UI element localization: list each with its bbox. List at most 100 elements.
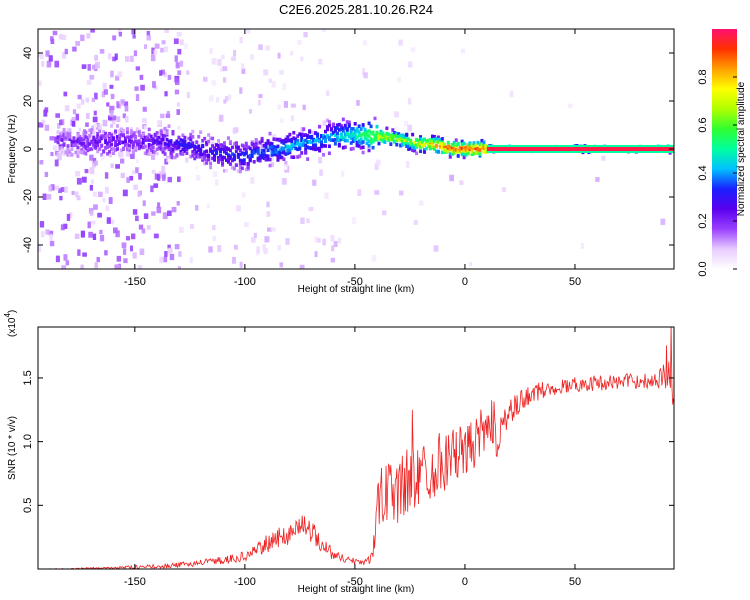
heatmap-cell — [369, 139, 373, 143]
heatmap-cell — [156, 206, 162, 214]
heatmap-cell — [426, 141, 430, 145]
heatmap-cell — [310, 140, 314, 145]
heatmap-cell — [343, 126, 347, 130]
heatmap-cell — [209, 147, 213, 152]
heatmap-cell — [250, 149, 254, 153]
heatmap-cell — [80, 264, 84, 269]
heatmap-cell — [270, 142, 274, 146]
heatmap-cell — [167, 158, 171, 162]
heatmap-cell — [322, 143, 326, 148]
heatmap-cell — [296, 147, 300, 152]
heatmap-cell — [327, 137, 331, 142]
heatmap-cell — [96, 140, 100, 144]
heatmap-cell — [407, 142, 411, 147]
heatmap-cell — [337, 128, 341, 132]
heatmap-cell — [343, 138, 347, 143]
heatmap-cell — [142, 106, 147, 112]
heatmap-cell — [482, 150, 486, 154]
heatmap-cell — [434, 136, 438, 141]
heatmap-cell — [56, 151, 60, 156]
heatmap-cell — [88, 142, 92, 146]
heatmap-cell — [96, 143, 100, 148]
heatmap-cell — [411, 148, 415, 153]
heatmap-cell — [131, 145, 135, 150]
heatmap-cell — [377, 141, 381, 146]
heatmap-cell — [84, 144, 88, 149]
heatmap-cell — [68, 153, 72, 157]
heatmap-cell — [226, 160, 230, 164]
heatmap-cell — [151, 211, 156, 216]
colorbar-ticks: 0.0 0.2 0.4 0.6 0.8 — [697, 69, 737, 277]
heatmap-cell — [145, 135, 149, 140]
heatmap-cell — [134, 86, 139, 91]
heatmap-cell — [135, 66, 141, 71]
heatmap-cell — [92, 135, 96, 140]
heatmap-cell — [165, 129, 169, 133]
heatmap-cell — [324, 192, 329, 200]
heatmap-cell — [252, 144, 256, 149]
colorbar-tick-label: 0.6 — [697, 117, 709, 132]
heatmap-cell — [306, 135, 310, 140]
heatmap-cell — [119, 133, 123, 137]
heatmap-cell — [476, 147, 480, 152]
heatmap-cell — [318, 156, 323, 164]
heatmap-cell — [137, 142, 141, 147]
heatmap-cell — [234, 149, 238, 153]
heatmap-cell — [238, 165, 242, 170]
heatmap-cell — [256, 146, 260, 151]
heatmap-cell — [460, 142, 464, 147]
heatmap-cell — [426, 144, 430, 149]
heatmap-cell — [104, 145, 108, 150]
heatmap-cell — [472, 141, 476, 145]
heatmap-cell — [76, 133, 80, 137]
heatmap-cell — [99, 234, 105, 242]
heatmap-cell — [359, 145, 363, 150]
heatmap-cell — [99, 49, 105, 54]
heatmap-cell — [169, 253, 175, 261]
heatmap-cell — [153, 49, 158, 55]
heatmap-cell — [93, 204, 98, 210]
heatmap-cell — [159, 131, 163, 136]
heatmap-cell — [48, 55, 53, 62]
heatmap-cell — [351, 127, 355, 131]
heatmap-cell — [50, 151, 54, 157]
heatmap-cell — [282, 157, 286, 161]
heatmap-cell — [417, 143, 421, 147]
heatmap-cell — [114, 264, 119, 269]
heatmap-cell — [125, 151, 129, 156]
heatmap-cell — [122, 189, 128, 197]
heatmap-cell — [164, 251, 168, 257]
heatmap-cell — [460, 48, 466, 54]
heatmap-cell — [385, 126, 389, 131]
heatmap-cell — [399, 143, 403, 148]
heatmap-cell — [411, 132, 415, 137]
heatmap-cell — [98, 129, 102, 134]
heatmap-cell — [195, 154, 199, 159]
heatmap-cell — [104, 172, 109, 179]
heatmap-cell — [179, 151, 183, 156]
heatmap-cell — [310, 134, 314, 139]
heatmap-cell — [90, 128, 94, 132]
heatmap-cell — [405, 144, 409, 148]
heatmap-cell — [158, 171, 163, 179]
heatmap-cell — [318, 139, 322, 144]
heatmap-cell — [290, 143, 294, 148]
snr-series-line — [38, 327, 674, 569]
heatmap-cell — [108, 152, 113, 158]
heatmap-cell — [355, 143, 359, 147]
heatmap-cell — [306, 145, 310, 150]
heatmap-cell — [387, 132, 391, 137]
heatmap-cell — [367, 121, 371, 126]
heatmap-cell — [419, 145, 423, 149]
heatmap-cell — [300, 135, 304, 140]
heatmap-cell — [270, 156, 274, 161]
heatmap-cell — [322, 134, 326, 138]
heatmap-cells — [38, 29, 674, 269]
heatmap-cell — [320, 140, 324, 145]
heatmap-cell — [403, 134, 407, 139]
heatmap-cell — [60, 150, 64, 155]
heatmap-cell — [379, 134, 383, 139]
heatmap-cell — [326, 90, 330, 97]
heatmap-cell — [410, 47, 416, 53]
heatmap-cell — [217, 155, 221, 160]
